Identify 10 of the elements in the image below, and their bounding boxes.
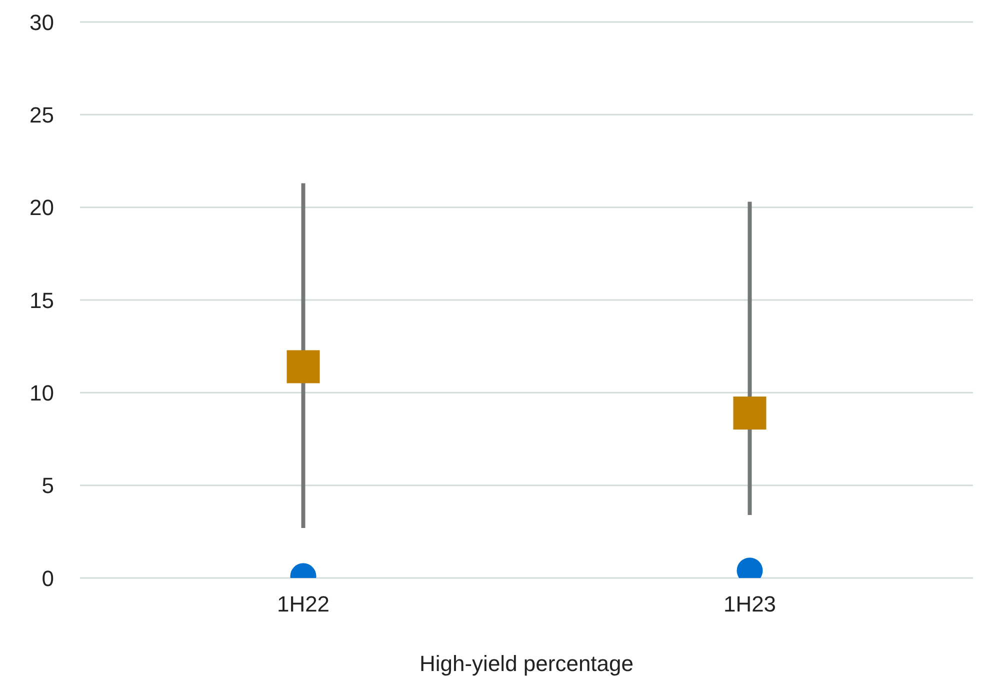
x-tick-label: 1H23 xyxy=(723,592,776,617)
y-tick-label: 30 xyxy=(30,10,54,35)
y-tick-label: 15 xyxy=(30,288,54,313)
x-tick-label: 1H22 xyxy=(276,592,330,617)
y-tick-label: 25 xyxy=(30,102,54,128)
y-tick-label: 10 xyxy=(30,380,54,406)
y-tick-label: 20 xyxy=(30,195,54,220)
x-axis-title: High-yield percentage xyxy=(419,651,634,676)
y-tick-label: 5 xyxy=(42,473,54,498)
y-tick-label: 0 xyxy=(42,566,54,591)
